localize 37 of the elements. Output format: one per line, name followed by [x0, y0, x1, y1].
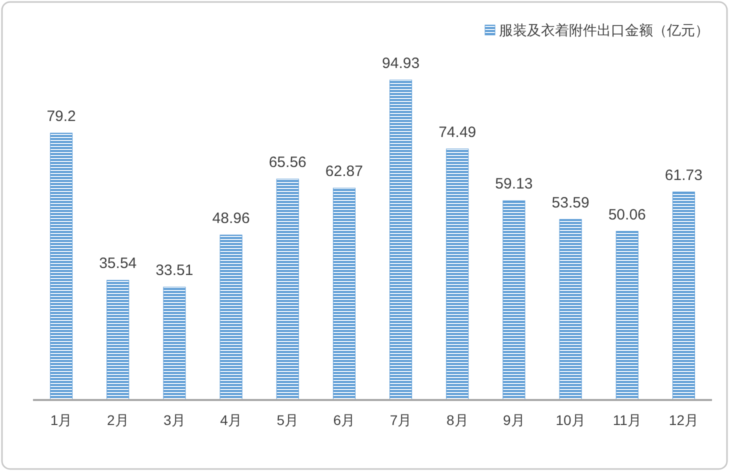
data-label: 74.49: [438, 124, 476, 141]
bar: [50, 132, 73, 400]
bar: [502, 200, 526, 400]
bar: [616, 231, 638, 400]
data-label: 50.06: [608, 206, 646, 224]
bar: [163, 286, 186, 400]
data-label: 79.2: [46, 108, 76, 126]
x-tick-label: 4月: [220, 412, 242, 428]
x-tick-label: 1月: [50, 412, 72, 428]
data-label: 33.51: [156, 262, 194, 280]
legend-label: 服装及衣着附件出口金额（亿元）: [499, 22, 709, 38]
bar: [672, 192, 695, 400]
x-tick-label: 2月: [106, 412, 129, 428]
x-tick-label: 8月: [446, 412, 468, 428]
bar: [220, 234, 242, 400]
data-label: 94.93: [382, 55, 420, 72]
x-tick-label: 5月: [276, 412, 299, 428]
data-label: 65.56: [268, 154, 306, 172]
bar: [106, 280, 130, 400]
data-label: 61.73: [664, 166, 702, 184]
x-tick-label: 10月: [556, 412, 586, 428]
x-tick-label: 7月: [390, 412, 412, 428]
bar: [559, 219, 582, 400]
bar: [276, 178, 299, 400]
x-tick-label: 9月: [503, 412, 525, 428]
data-label: 59.13: [495, 176, 533, 193]
x-tick-label: 6月: [333, 412, 356, 428]
x-tick-label: 12月: [668, 412, 698, 428]
bar: [332, 188, 356, 400]
data-label: 62.87: [325, 163, 363, 180]
data-label: 53.59: [552, 194, 590, 212]
x-tick-label: 11月: [612, 412, 642, 428]
data-label: 35.54: [99, 255, 137, 272]
x-tick-label: 3月: [164, 412, 186, 428]
data-label: 48.96: [212, 210, 250, 227]
bar: [390, 80, 412, 400]
bar: [446, 148, 469, 400]
